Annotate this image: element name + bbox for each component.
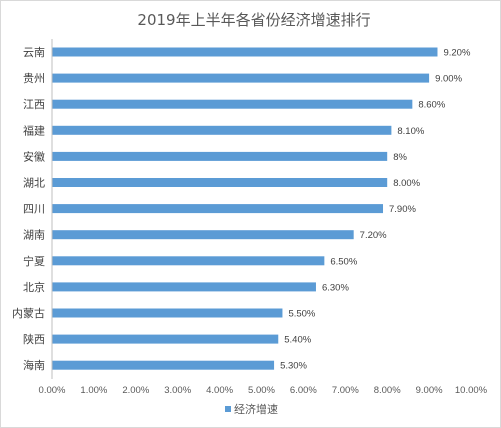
category-label: 湖北 xyxy=(23,177,45,190)
x-tick-label: 6.00% xyxy=(290,385,317,396)
x-tick-label: 4.00% xyxy=(206,385,233,396)
bar xyxy=(52,308,283,318)
bar xyxy=(52,47,438,57)
data-label: 8.00% xyxy=(393,178,420,189)
data-label: 5.40% xyxy=(284,335,311,346)
data-label: 9.00% xyxy=(435,74,462,85)
legend-swatch xyxy=(225,406,231,412)
x-tick-label: 3.00% xyxy=(164,385,191,396)
category-label: 宁夏 xyxy=(23,254,45,268)
chart-title: 2019年上半年各省份经济增速排行 xyxy=(137,11,370,29)
x-tick-label: 8.00% xyxy=(374,385,401,396)
bar xyxy=(52,151,388,161)
data-label: 5.30% xyxy=(280,361,307,372)
bars-group xyxy=(52,47,438,370)
data-label: 6.30% xyxy=(322,282,349,293)
data-label: 8% xyxy=(393,152,407,163)
category-label: 贵州 xyxy=(23,72,45,85)
category-label: 安徽 xyxy=(23,149,45,163)
x-tick-label: 10.00% xyxy=(455,385,488,396)
bar xyxy=(52,256,325,266)
data-label: 6.50% xyxy=(330,256,357,267)
data-labels: 9.20% 9.00% 8.60% 8.10% 8% 8.00% 7.90% 7.20% 6.5… xyxy=(280,48,471,372)
category-label: 海南 xyxy=(23,358,45,372)
category-label: 云南 xyxy=(23,46,45,59)
category-label: 四川 xyxy=(23,203,45,216)
bar xyxy=(52,204,384,214)
x-tick-label: 5.00% xyxy=(248,385,275,396)
data-label: 5.50% xyxy=(288,309,315,320)
bar xyxy=(52,178,388,187)
x-tick-label: 0.00% xyxy=(39,385,66,396)
legend-label: 经济增速 xyxy=(234,402,278,416)
data-label: 8.10% xyxy=(397,126,424,137)
data-label: 7.20% xyxy=(360,230,387,241)
x-tick-label: 1.00% xyxy=(80,385,107,396)
legend: 经济增速 xyxy=(225,402,278,416)
x-tick-label: 7.00% xyxy=(332,385,359,396)
category-label: 内蒙古 xyxy=(12,306,45,320)
bar xyxy=(52,99,413,109)
data-label: 8.60% xyxy=(418,100,445,111)
data-label: 7.90% xyxy=(389,204,416,215)
bar xyxy=(52,360,275,370)
bar xyxy=(52,125,392,135)
bar xyxy=(52,230,354,240)
x-tick-label: 9.00% xyxy=(416,385,443,396)
bar xyxy=(52,282,316,292)
category-label: 福建 xyxy=(23,123,45,137)
x-tick-label: 2.00% xyxy=(122,385,149,396)
category-label: 陕西 xyxy=(23,332,45,346)
x-axis-ticks: 0.00% 1.00% 2.00% 3.00% 4.00% 5.00% 6.00% 7.00%… xyxy=(39,385,488,396)
bar xyxy=(52,73,430,83)
category-label: 北京 xyxy=(23,280,45,294)
category-label: 江西 xyxy=(23,98,45,111)
category-label: 湖南 xyxy=(23,229,45,242)
bar xyxy=(52,334,279,344)
data-label: 9.20% xyxy=(443,48,470,59)
